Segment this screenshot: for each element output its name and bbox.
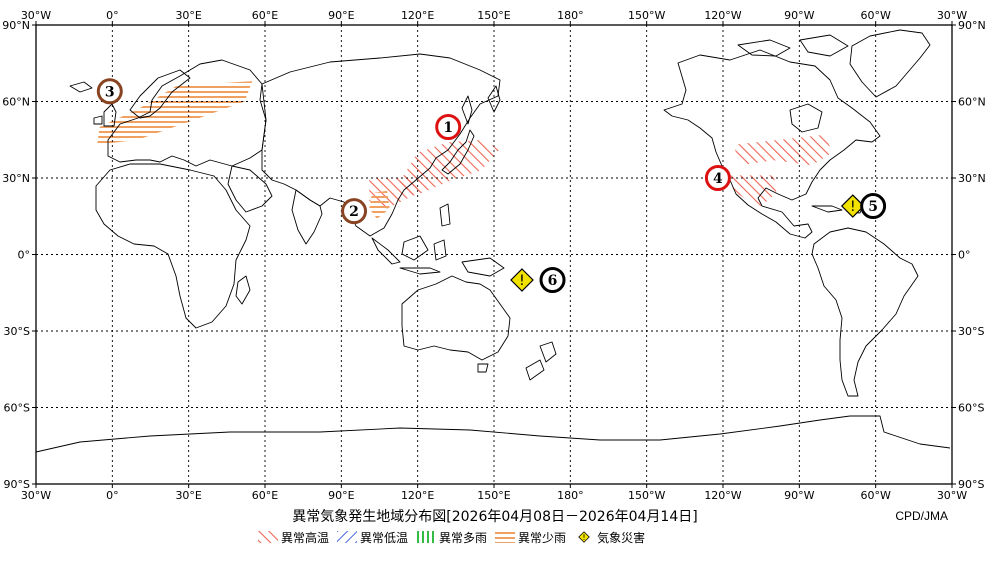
event-marker-2: 2 (341, 198, 368, 225)
lon-label: 90°W (784, 489, 814, 502)
legend-item-cold: 異常低温 (337, 529, 408, 546)
lon-label: 30°E (175, 489, 201, 502)
lon-label: 0° (106, 489, 119, 502)
svg-text:4: 4 (713, 171, 723, 187)
svg-text:5: 5 (868, 199, 878, 215)
legend-label-wet: 異常多雨 (439, 530, 488, 545)
lat-label: 60°N (958, 96, 986, 109)
lon-label: 150°E (477, 489, 510, 502)
lon-label: 60°E (252, 489, 278, 502)
lat-label: 90°S (958, 478, 984, 491)
legend-item-hot: 異常高温 (258, 529, 329, 546)
lat-label: 30°S (4, 325, 30, 338)
legend-swatch-wet (416, 531, 437, 543)
lat-label: 30°S (958, 325, 984, 338)
legend-label-disaster: 気象災害 (597, 530, 646, 545)
svg-text:1: 1 (443, 120, 453, 136)
lon-label: 30°W (21, 9, 51, 22)
credit-label: CPD/JMA (895, 509, 948, 523)
lat-label: 60°S (4, 402, 30, 415)
lon-label: 90°E (328, 489, 354, 502)
lon-label: 60°W (860, 489, 890, 502)
lat-label: 60°N (2, 96, 30, 109)
lat-label: 30°N (958, 172, 986, 185)
lon-label: 120°W (704, 489, 741, 502)
lat-label: 90°N (2, 19, 30, 32)
anomaly-area-hot (397, 139, 500, 196)
legend-swatch-cold (337, 531, 358, 543)
lon-label: 120°E (401, 9, 434, 22)
legend-swatch-hot (258, 531, 278, 543)
event-marker-1: 1 (435, 114, 462, 140)
disaster-icon: ! (840, 194, 865, 218)
event-markers: 1 2 3 4 5 6 (96, 78, 887, 293)
lat-label: 90°N (958, 19, 986, 32)
legend-item-dry: 異常少雨 (495, 529, 566, 546)
lat-label: 0° (958, 249, 971, 262)
lat-label: 0° (18, 249, 31, 262)
lat-label: 30°N (2, 172, 30, 185)
lat-label: 90°S (4, 478, 30, 491)
legend-label-cold: 異常低温 (360, 530, 409, 545)
disaster-icon: ! (578, 531, 590, 543)
legend-label-hot: 異常高温 (281, 530, 330, 545)
map-title: 異常気象発生地域分布図[2026年04月08日－2026年04月14日] (292, 509, 698, 525)
legend-swatch-dry (495, 531, 516, 543)
disaster-icon: ! (510, 268, 534, 292)
svg-text:2: 2 (349, 204, 359, 220)
lon-label: 150°E (477, 9, 510, 22)
axis-labels: 30°W30°W0°0°30°E30°E60°E60°E90°E90°E120°… (2, 9, 985, 502)
svg-text:6: 6 (548, 273, 558, 289)
lon-label: 90°E (328, 9, 354, 22)
event-marker-5: 5 (860, 193, 887, 220)
lon-label: 30°W (937, 489, 967, 502)
legend-label-dry: 異常少雨 (518, 530, 567, 545)
svg-text:3: 3 (105, 84, 115, 100)
anomaly-area-hot (730, 175, 777, 207)
legend-item-wet: 異常多雨 (416, 529, 487, 546)
legend-item-disaster: ! 気象災害 (574, 529, 645, 546)
lon-label: 60°W (860, 9, 890, 22)
lon-label: 180° (557, 9, 584, 22)
lon-label: 30°E (175, 9, 201, 22)
anomaly-areas (97, 81, 833, 219)
lon-label: 90°W (784, 9, 814, 22)
lon-label: 150°W (628, 9, 665, 22)
lon-label: 60°E (252, 9, 278, 22)
lon-label: 120°E (401, 489, 434, 502)
svg-text:!: ! (850, 199, 856, 215)
event-marker-3: 3 (96, 78, 123, 105)
world-map: 30°W30°W0°0°30°E30°E60°E60°E90°E90°E120°… (2, 9, 985, 502)
lon-label: 30°W (21, 489, 51, 502)
anomaly-area-dry (97, 81, 253, 145)
svg-text:!: ! (519, 273, 525, 289)
legend: 異常高温 異常低温 異常多雨 異常少雨 ! 気象災害 (258, 528, 653, 546)
lon-label: 120°W (704, 9, 741, 22)
lon-label: 150°W (628, 489, 665, 502)
coastlines (35, 29, 951, 453)
lon-label: 180° (557, 489, 584, 502)
anomaly-area-hot (733, 134, 833, 166)
anomaly-area-dry (369, 190, 390, 219)
event-marker-6: 6 (539, 267, 566, 293)
disaster-symbols: !! (510, 194, 865, 292)
lon-label: 0° (106, 9, 119, 22)
lat-label: 60°S (958, 402, 984, 415)
lon-label: 30°W (937, 9, 967, 22)
axis-ticks (32, 21, 956, 488)
event-marker-4: 4 (704, 165, 731, 191)
svg-text:!: ! (583, 533, 586, 542)
